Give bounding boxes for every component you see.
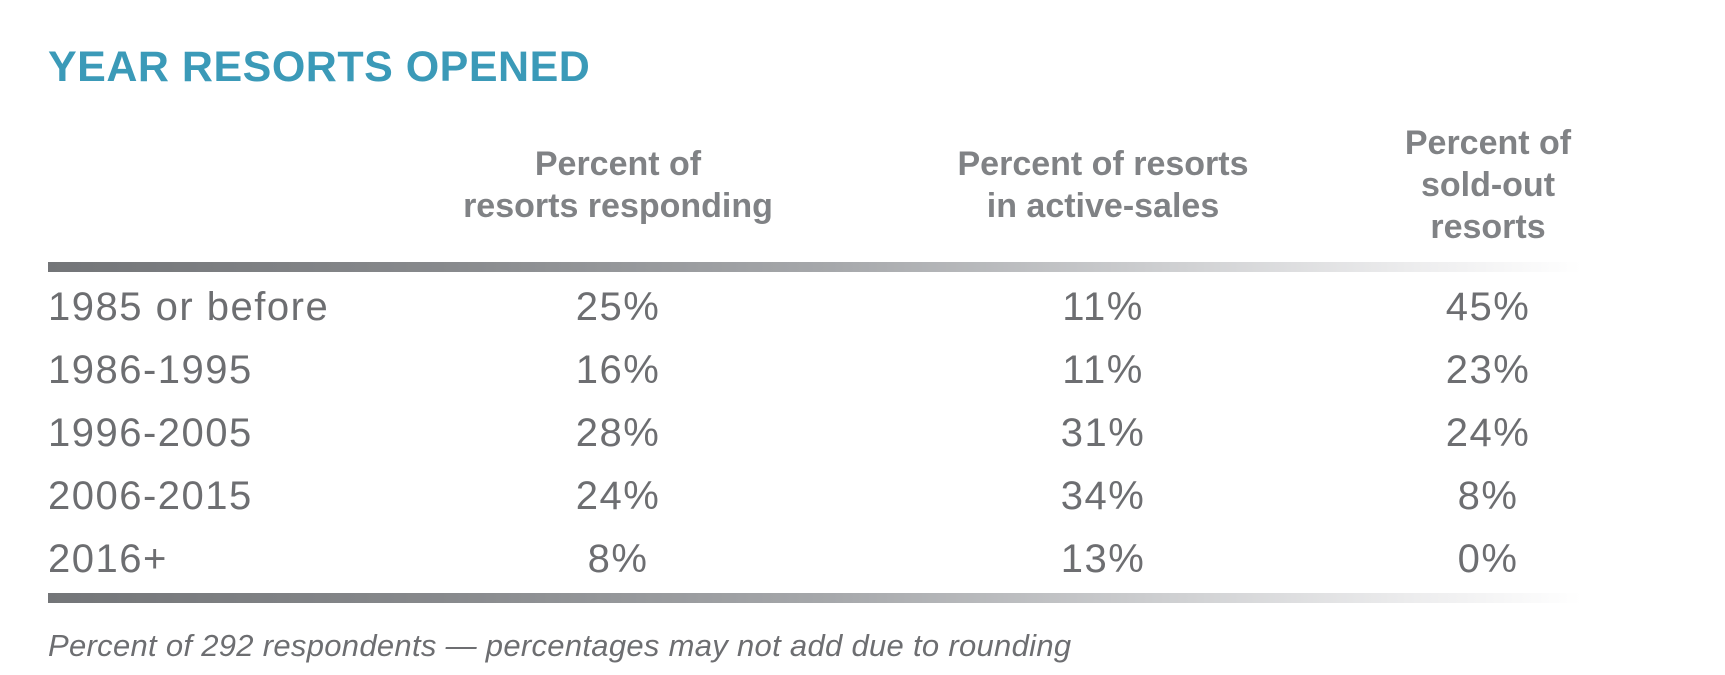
cell-active-sales: 13% [1060,537,1146,581]
header-resorts-responding: Percent of resorts responding [393,143,843,227]
header-line: in active-sales [986,187,1220,225]
cell-responding: 16% [575,348,661,392]
table-row: 1986-1995 16% 11% 23% [48,339,1613,402]
header-line: sold-out resorts [1420,166,1556,246]
header-line: resorts responding [463,187,773,225]
cell-active-sales: 11% [1062,348,1144,392]
cell-sold-out: 45% [1445,285,1531,329]
row-year-label: 1985 or before [48,285,330,329]
cell-sold-out: 8% [1457,474,1519,518]
header-sold-out: Percent of sold-out resorts [1363,122,1613,248]
cell-responding: 28% [575,411,661,455]
cell-responding: 25% [575,285,661,329]
cell-active-sales: 11% [1062,285,1144,329]
row-year-label: 1996-2005 [48,411,253,455]
cell-responding: 8% [587,537,649,581]
table-body: 1985 or before 25% 11% 45% 1986-1995 16%… [48,272,1613,591]
year-resorts-table: Percent of resorts responding Percent of… [48,122,1613,664]
table-row: 1996-2005 28% 31% 24% [48,402,1613,465]
table-footer-rule [48,593,1613,603]
table-row: 1985 or before 25% 11% 45% [48,276,1613,339]
row-year-label: 2016+ [48,537,168,581]
cell-sold-out: 0% [1457,537,1519,581]
row-year-label: 2006-2015 [48,474,253,518]
table-header-rule [48,262,1613,272]
header-active-sales: Percent of resorts in active-sales [843,143,1363,227]
header-line: Percent of resorts [957,145,1249,183]
page-title: YEAR RESORTS OPENED [48,43,591,91]
table-header-row: Percent of resorts responding Percent of… [48,122,1613,248]
cell-responding: 24% [575,474,661,518]
table-row: 2016+ 8% 13% 0% [48,528,1613,591]
header-line: Percent of [1404,124,1572,162]
row-year-label: 1986-1995 [48,348,253,392]
table-footnote: Percent of 292 respondents — percentages… [48,628,1072,663]
table-row: 2006-2015 24% 34% 8% [48,465,1613,528]
cell-sold-out: 23% [1445,348,1531,392]
cell-active-sales: 34% [1060,474,1146,518]
cell-sold-out: 24% [1445,411,1531,455]
cell-active-sales: 31% [1060,411,1146,455]
header-line: Percent of [534,145,702,183]
